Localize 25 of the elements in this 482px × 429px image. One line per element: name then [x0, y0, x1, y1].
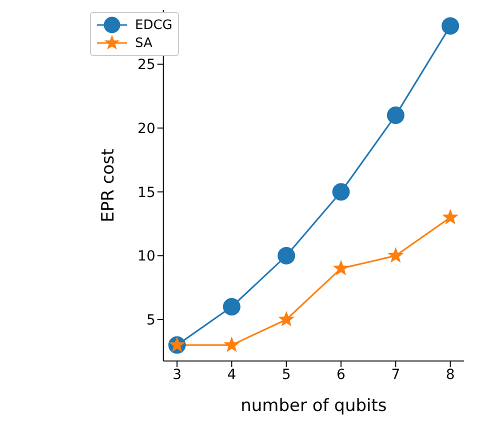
x-tick-label: 4 [227, 366, 236, 383]
x-axis-title: number of qubits [240, 396, 387, 416]
point [388, 248, 403, 262]
x-tick-label: 7 [391, 366, 400, 383]
y-tick-label: 10 [138, 248, 156, 265]
x-tick-label: 3 [172, 366, 182, 383]
y-tick-label: 25 [138, 57, 156, 74]
point [442, 17, 460, 35]
point [279, 312, 294, 326]
x-tick-label: 6 [336, 366, 346, 383]
y-tick-label: 15 [138, 184, 156, 201]
point [224, 337, 239, 352]
legend-label: EDCG [135, 18, 172, 32]
y-tick-label: 5 [146, 312, 156, 328]
point [386, 106, 404, 124]
y-axis-title: EPR cost [98, 148, 118, 222]
point [278, 246, 296, 264]
x-tick-label: 5 [282, 366, 291, 383]
y-tick-label: 20 [138, 121, 156, 138]
x-tick-label: 8 [446, 366, 455, 383]
point [443, 210, 458, 224]
legend-label: SA [135, 36, 152, 50]
point [334, 260, 348, 275]
point [332, 183, 350, 201]
point [222, 298, 240, 316]
